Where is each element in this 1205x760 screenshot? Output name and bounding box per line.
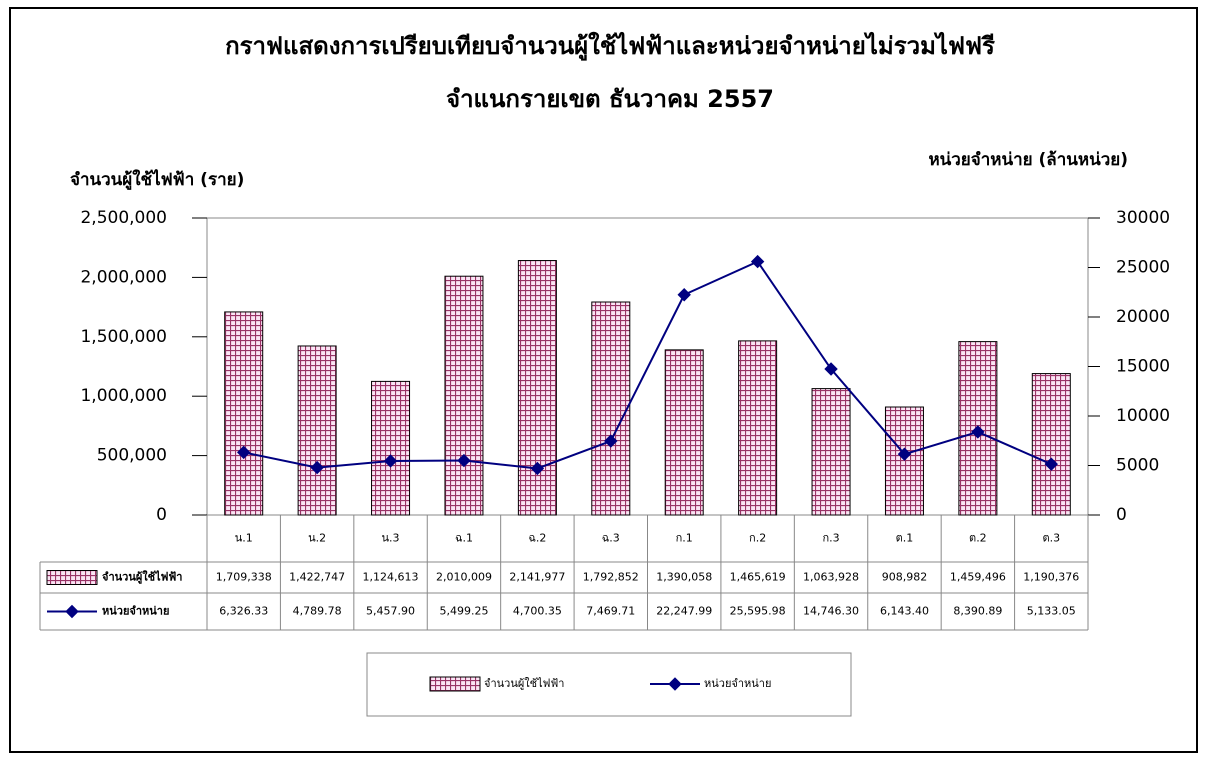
y-tick-label: 1,500,000 — [80, 327, 167, 347]
chart-subtitle: จำแนกรายเขต ธันวาคม 2557 — [446, 85, 774, 113]
line-marker — [971, 425, 985, 439]
table-cell: 1,190,376 — [1023, 571, 1079, 584]
table-cell: 4,700.35 — [513, 605, 562, 618]
x-tick-label: ก.1 — [676, 532, 693, 545]
line-marker — [677, 288, 691, 302]
x-tick-label: ก.2 — [749, 532, 766, 545]
table-cell: 908,982 — [882, 571, 928, 584]
table-cell: 2,010,009 — [436, 571, 492, 584]
table-row-label: หน่วยจำหน่าย — [102, 605, 169, 618]
bar — [297, 345, 337, 516]
legend-label: จำนวนผู้ใช้ไฟฟ้า — [484, 677, 564, 690]
table-cell: 1,124,613 — [363, 571, 419, 584]
bar — [1031, 373, 1071, 516]
table-cell: 7,469.71 — [586, 605, 635, 618]
line-marker — [237, 445, 251, 460]
table-cell: 8,390.89 — [953, 605, 1002, 618]
line-marker — [1044, 457, 1058, 471]
table-cell: 5,133.05 — [1027, 605, 1076, 618]
table-cell: 6,143.40 — [880, 605, 929, 618]
bar — [664, 349, 704, 516]
y-tick-label: 2,000,000 — [80, 267, 167, 287]
x-tick-label: ฉ.3 — [602, 532, 620, 545]
legend-key — [429, 676, 481, 692]
table-cell: 25,595.98 — [730, 605, 786, 618]
line-marker — [530, 461, 545, 476]
y2-tick-label: 25000 — [1116, 258, 1170, 278]
table-cell: 1,390,058 — [656, 571, 712, 584]
y-tick-label: 1,000,000 — [80, 386, 167, 406]
bar — [517, 260, 557, 516]
line-marker — [383, 454, 398, 468]
bar — [738, 340, 778, 516]
line-marker — [604, 434, 618, 448]
y2-tick-label: 20000 — [1116, 307, 1170, 327]
line-marker — [750, 254, 765, 269]
y2-tick-label: 5000 — [1116, 456, 1159, 476]
x-tick-label: ต.2 — [969, 532, 987, 545]
bar — [444, 275, 484, 516]
y-tick-label: 500,000 — [97, 446, 167, 466]
bar — [591, 301, 631, 516]
x-tick-label: ฉ.1 — [455, 532, 473, 545]
table-cell: 6,326.33 — [219, 605, 268, 618]
table-cell: 2,141,977 — [509, 571, 565, 584]
y2-axis-label: หน่วยจำหน่าย (ล้านหน่วย) — [928, 150, 1128, 170]
line-marker — [897, 447, 912, 461]
y2-tick-label: 15000 — [1116, 357, 1170, 377]
line-marker — [65, 604, 79, 619]
bar — [224, 311, 264, 516]
table-cell: 1,465,619 — [730, 571, 786, 584]
y2-tick-label: 10000 — [1116, 406, 1170, 426]
legend-key — [46, 570, 98, 585]
y2-tick-label: 30000 — [1116, 208, 1170, 228]
bar — [884, 406, 924, 516]
table-cell: 1,422,747 — [289, 571, 345, 584]
bar — [811, 388, 851, 516]
y-axis-label: จำนวนผู้ใช้ไฟฟ้า (ราย) — [70, 169, 244, 191]
x-tick-label: ต.1 — [896, 532, 914, 545]
line — [243, 260, 1052, 470]
x-tick-label: น.1 — [235, 532, 253, 545]
y-tick-label: 0 — [156, 505, 167, 525]
x-tick-label: น.2 — [308, 532, 326, 545]
line-marker — [668, 677, 682, 691]
line-marker — [824, 362, 838, 376]
x-tick-label: ต.3 — [1042, 532, 1060, 545]
line-marker — [310, 460, 324, 475]
table-cell: 4,789.78 — [293, 605, 342, 618]
legend-label: หน่วยจำหน่าย — [704, 677, 771, 690]
table-cell: 1,459,496 — [950, 571, 1006, 584]
x-tick-label: ก.3 — [822, 532, 839, 545]
line-marker — [457, 453, 471, 468]
y2-tick-label: 0 — [1116, 505, 1127, 525]
table-cell: 14,746.30 — [803, 605, 859, 618]
table-row-label: จำนวนผู้ใช้ไฟฟ้า — [102, 570, 182, 585]
table-cell: 1,709,338 — [216, 571, 272, 584]
table-cell: 1,792,852 — [583, 571, 639, 584]
table-cell: 22,247.99 — [656, 605, 712, 618]
chart-title: กราฟแสดงการเปรียบเทียบจำนวนผู้ใช้ไฟฟ้าแล… — [225, 31, 995, 61]
bar — [371, 380, 411, 516]
table-cell: 1,063,928 — [803, 571, 859, 584]
table-cell: 5,457.90 — [366, 605, 415, 618]
y-tick-label: 2,500,000 — [80, 208, 167, 228]
table-cell: 5,499.25 — [439, 605, 488, 618]
x-tick-label: ฉ.2 — [528, 532, 546, 545]
x-tick-label: น.3 — [382, 532, 400, 545]
